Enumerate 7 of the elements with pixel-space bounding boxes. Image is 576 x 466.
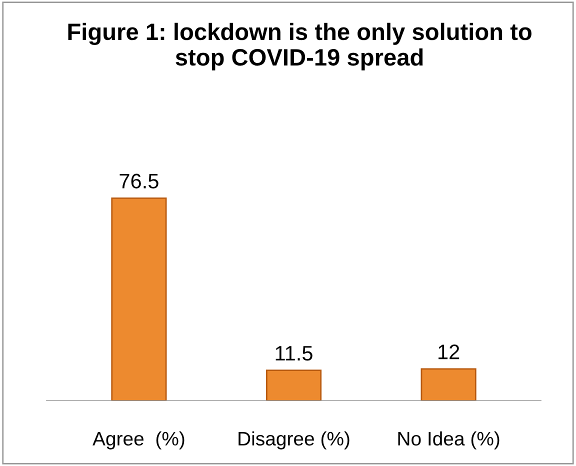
data-label: 11.5 [276, 346, 312, 361]
chart-title: Figure 1: lockdown is the only solution to stop COVID-19 spread [68, 22, 532, 70]
data-label: 12 [438, 344, 460, 360]
x-tick-label: Disagree (%) [238, 431, 350, 450]
x-tick-label: No Idea (%) [398, 431, 500, 450]
x-tick-label: Agree (%) [92, 431, 184, 450]
data-label: 76.5 [120, 174, 158, 188]
